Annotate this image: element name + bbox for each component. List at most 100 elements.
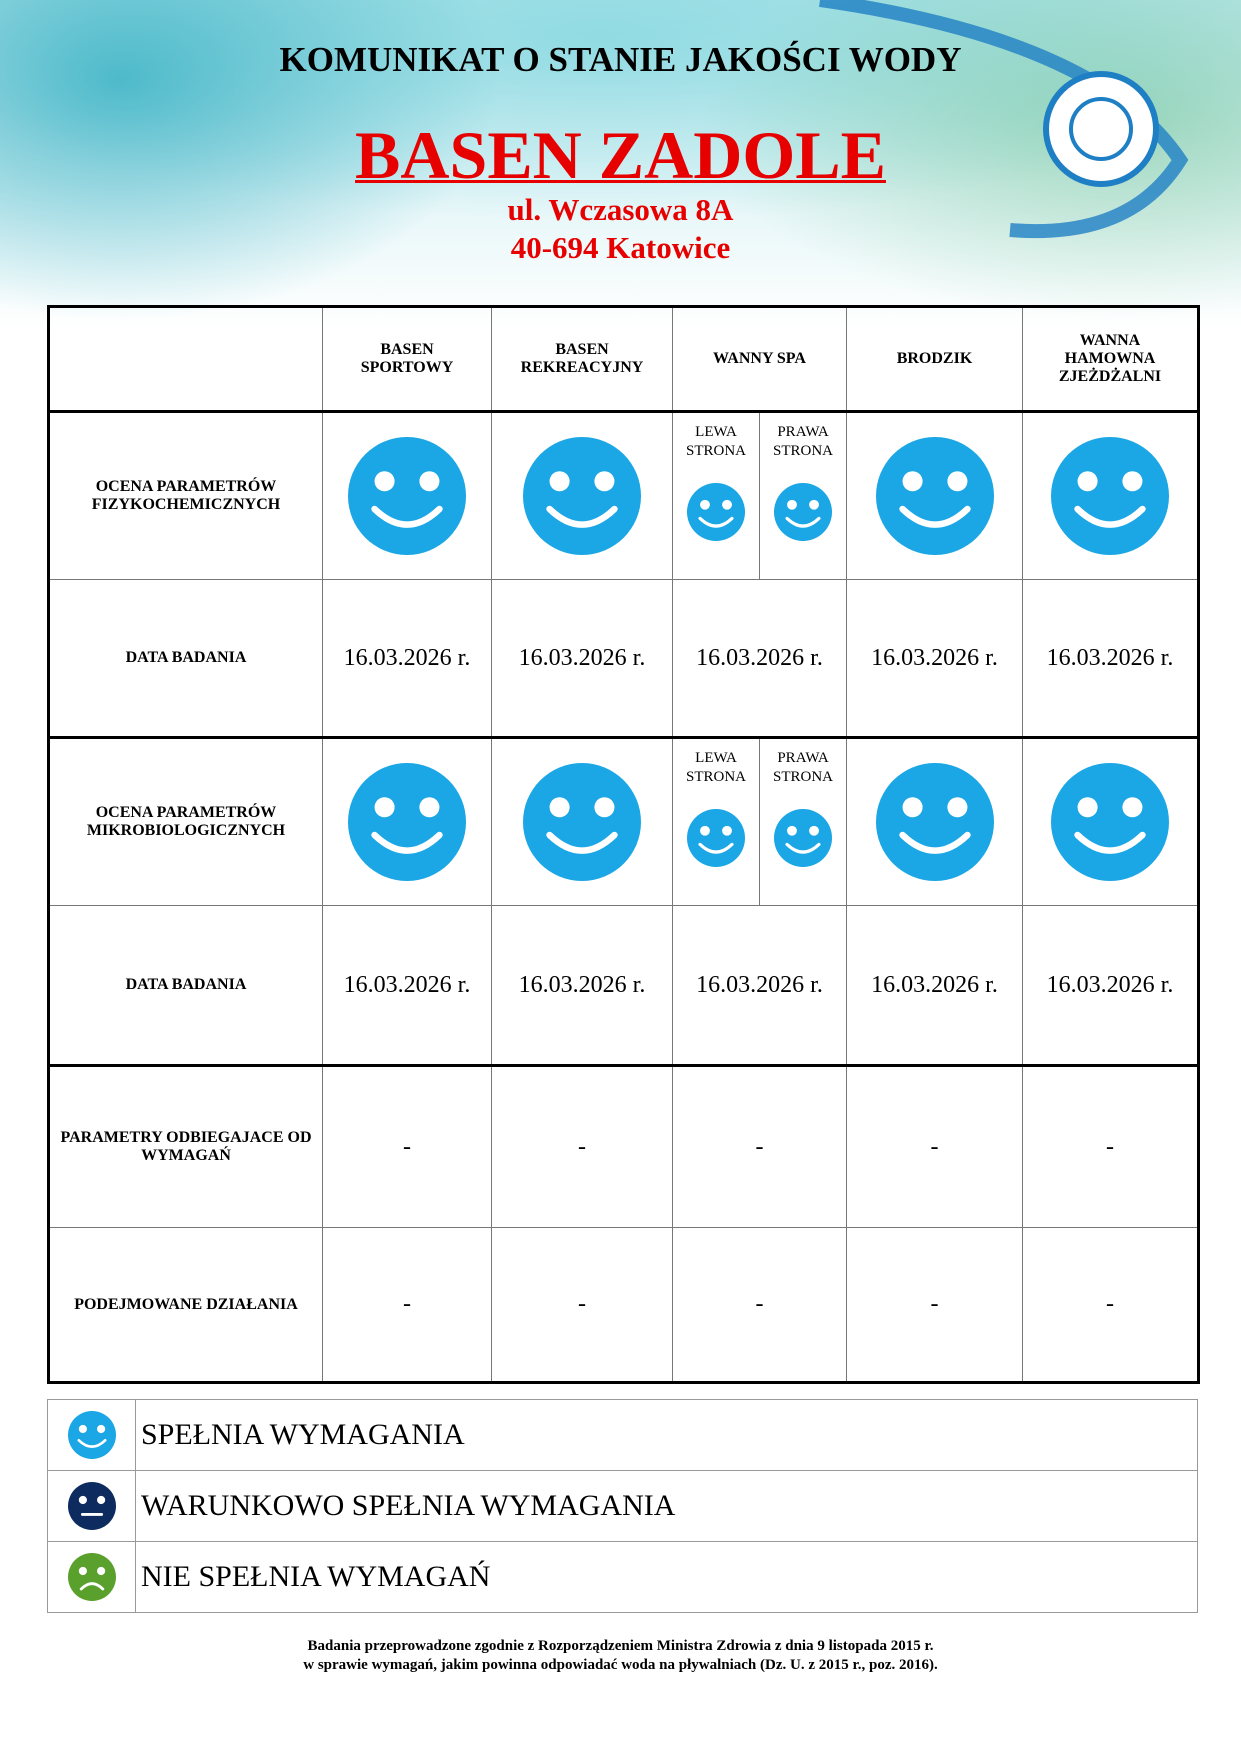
mouth [546,505,618,528]
legend-icon [47,1399,136,1471]
date: 16.03.2026 r. [1022,579,1199,738]
side-label: PRAWA STRONA [772,750,833,785]
value: - [322,1227,492,1383]
col-header: BASEN REKREACYJNY [491,306,673,412]
legend-row: WARUNKOWO SPEŁNIA WYMAGANIA [47,1470,1198,1542]
face [687,483,745,541]
face [774,483,832,541]
mouth [698,516,734,528]
physchem-row: OCENA PARAMETRÓW FIZYKOCHEMICZNYCH LEWA … [48,410,1199,580]
value: - [491,1227,673,1383]
eye [700,499,710,510]
date-row: DATA BADANIA 16.03.2026 r. 16.03.2026 r.… [48,905,1199,1066]
eye [722,499,732,510]
status-cell [846,410,1023,580]
status-cell [846,736,1023,906]
eye [722,825,732,836]
row-label: PODEJMOWANE DZIAŁANIA [48,1227,323,1383]
eye [902,471,923,492]
face [523,437,641,555]
mouth [898,505,971,528]
face [348,437,466,555]
smiley [1051,763,1169,881]
status-cell [322,736,492,906]
eye [1122,797,1143,818]
smiley [67,1411,116,1459]
value: - [672,1064,847,1228]
legend-text: WARUNKOWO SPEŁNIA WYMAGANIA [135,1470,1198,1542]
value: - [322,1064,492,1228]
smiley [774,809,832,867]
eye [809,499,819,510]
mouth [79,1582,104,1591]
face [774,809,832,867]
logo-inner [1069,97,1133,161]
eye [946,797,967,818]
mouth [371,505,443,528]
smiley [523,437,641,555]
smiley [875,763,994,881]
side-label: LEWA STRONA [685,750,746,785]
logo-circle [1043,71,1159,187]
mouth [546,831,618,854]
mouth [898,831,971,854]
eye [809,825,819,836]
status-cell [491,736,673,906]
date-row: DATA BADANIA 16.03.2026 r. 16.03.2026 r.… [48,579,1199,738]
address: ul. Wczasowa 8A [507,192,734,227]
mouth [1074,831,1146,854]
spa-cell: LEWA STRONA PRAWA STRONA [672,410,847,580]
eye [787,499,797,510]
mouth [785,842,821,854]
eye [419,471,440,492]
smiley [687,809,745,867]
icon-slot [687,809,745,867]
value: - [1022,1064,1199,1228]
row-label: DATA BADANIA [48,579,323,738]
face [67,1411,116,1459]
eye [549,471,570,492]
eye [419,797,440,818]
legend-icon [47,1541,136,1613]
footnote: w sprawie wymagań, jakim powinna odpowia… [303,1657,938,1673]
eye [549,797,570,818]
spa-half: PRAWA STRONA [759,413,846,579]
face [1051,437,1169,555]
eye [96,1424,105,1434]
eye [1077,797,1098,818]
face [348,763,466,881]
mouth [785,516,821,528]
smiley [875,437,994,555]
face [67,1553,116,1601]
smiley [67,1482,116,1530]
eye [374,471,395,492]
eye [78,1424,87,1434]
face [523,763,641,881]
face [875,763,994,881]
legend-text: SPEŁNIA WYMAGANIA [135,1399,1198,1471]
eye [374,797,395,818]
footnote: Badania przeprowadzone zgodnie z Rozporz… [307,1638,934,1654]
date: 16.03.2026 r. [846,905,1023,1066]
legend-row: NIE SPEŁNIA WYMAGAŃ [47,1541,1198,1613]
pool-name-text: BASEN ZADOLE [355,117,886,193]
legend-row: SPEŁNIA WYMAGANIA [47,1399,1198,1471]
mouth [1074,505,1146,528]
row-label: PARAMETRY ODBIEGAJACE OD WYMAGAŃ [48,1064,323,1228]
date: 16.03.2026 r. [672,905,847,1066]
value: - [491,1064,673,1228]
face [687,809,745,867]
status-cell [1022,410,1199,580]
spa-half: LEWA STRONA [673,739,759,905]
spa-half: LEWA STRONA [673,413,759,579]
eye [787,825,797,836]
face [1051,763,1169,881]
spa-half: PRAWA STRONA [759,739,846,905]
row-label: OCENA PARAMETRÓW MIKROBIOLOGICZNYCH [48,736,323,906]
background [0,0,1241,330]
side-label: LEWA STRONA [685,424,746,459]
icon-slot [774,809,832,867]
date: 16.03.2026 r. [672,579,847,738]
face [67,1482,116,1530]
